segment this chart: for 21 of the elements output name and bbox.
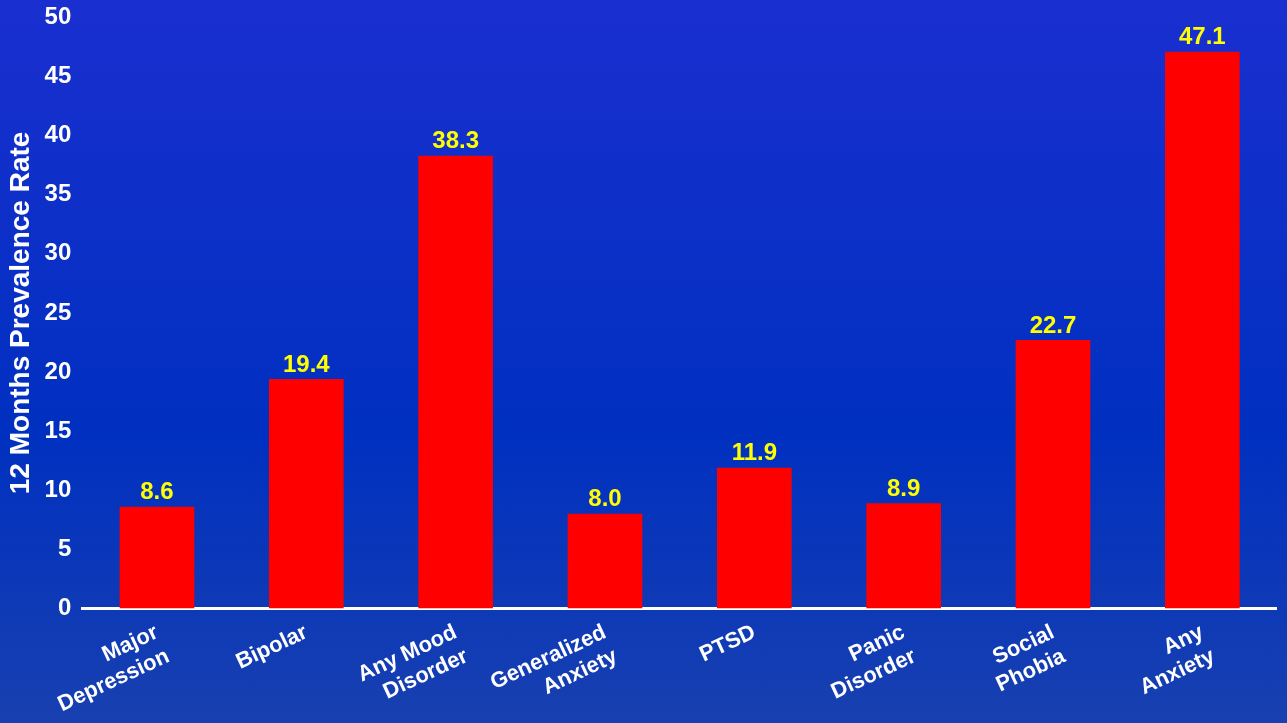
x-tick-label: PTSD <box>695 618 759 667</box>
y-tick-label: 40 <box>44 120 72 148</box>
y-axis-title: 12 Months Prevalence Rate <box>3 131 35 495</box>
data-label: 11.9 <box>731 438 778 466</box>
data-label: 38.3 <box>432 126 479 154</box>
y-tick-label: 45 <box>44 61 72 89</box>
data-label: 22.7 <box>1029 310 1077 338</box>
y-tick-label: 20 <box>44 356 72 384</box>
data-label: 8.0 <box>588 484 622 512</box>
y-tick-label: 30 <box>44 238 72 266</box>
data-label: 47.1 <box>1178 22 1226 50</box>
y-tick-label: 25 <box>44 297 72 325</box>
data-label: 8.6 <box>140 477 174 505</box>
y-tick-label: 10 <box>44 474 72 502</box>
y-tick-label: 0 <box>57 593 72 621</box>
data-label: 8.9 <box>886 473 921 501</box>
y-tick-label: 50 <box>44 2 72 30</box>
data-label: 19.4 <box>282 349 331 377</box>
y-tick-label: 15 <box>44 415 72 443</box>
y-tick-label: 5 <box>57 533 72 561</box>
y-tick-label: 35 <box>44 179 72 207</box>
